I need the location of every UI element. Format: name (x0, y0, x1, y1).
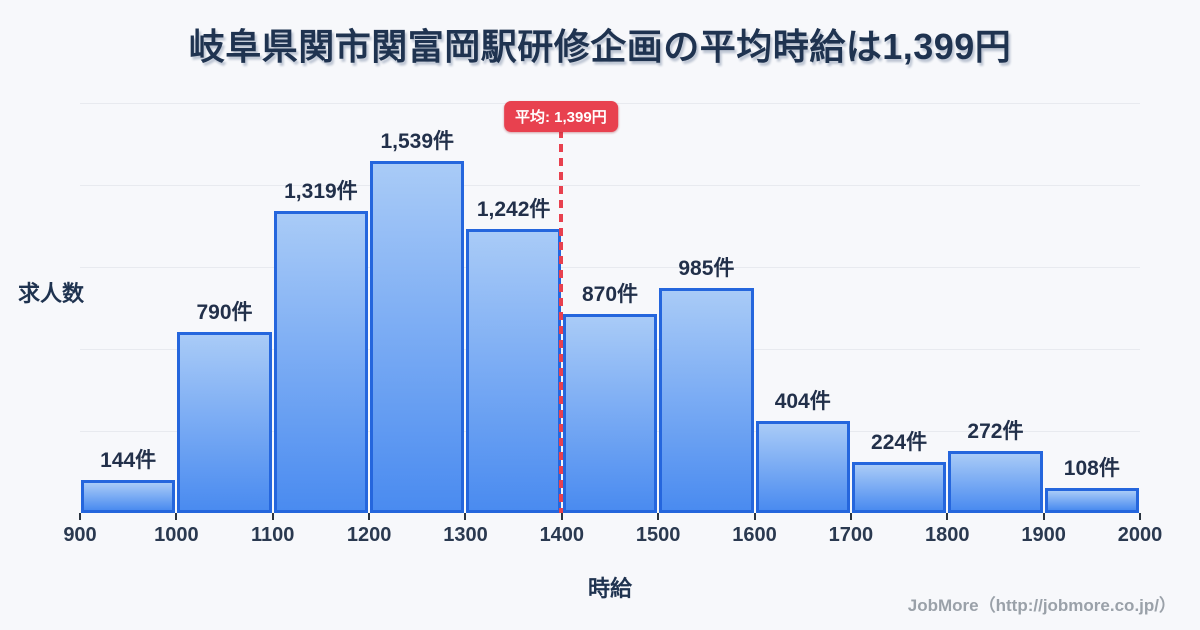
bar-value-label: 985件 (678, 257, 735, 280)
x-axis-tick-label: 1900 (1021, 524, 1066, 546)
x-axis-tick (560, 513, 563, 520)
histogram-bar (562, 314, 658, 513)
x-axis-tick-label: 1000 (154, 524, 199, 546)
histogram-bar (466, 229, 561, 513)
footer-credit: JobMore（http://jobmore.co.jp/） (907, 596, 1176, 615)
bar-value-label: 1,242件 (476, 198, 551, 221)
x-axis-tick (79, 513, 81, 520)
histogram-bar (659, 288, 754, 513)
x-axis-tick-label: 1400 (539, 524, 585, 546)
average-line (558, 130, 563, 513)
histogram-bar (755, 421, 850, 513)
x-axis-tick-label: 2000 (1117, 524, 1163, 546)
x-axis-tick (464, 513, 467, 520)
x-axis-tick-label: 1200 (346, 524, 392, 546)
histogram-bar (177, 332, 272, 513)
histogram-bar (1044, 488, 1139, 513)
y-axis-label: 求人数 (18, 281, 85, 306)
bar-value-label: 224件 (871, 431, 928, 454)
histogram-bar (948, 451, 1043, 513)
bar-value-label: 108件 (1063, 457, 1120, 480)
x-axis-tick-label: 900 (63, 524, 97, 546)
x-axis-tick (946, 513, 949, 520)
bar-value-label: 144件 (100, 449, 157, 472)
x-axis-label: 時給 (587, 576, 632, 601)
gridline (80, 185, 1140, 186)
histogram-bar (370, 161, 465, 513)
bar-value-label: 272件 (967, 420, 1024, 443)
x-axis-tick (271, 513, 274, 520)
bar-value-label: 404件 (774, 390, 831, 413)
x-axis-tick-label: 1100 (251, 524, 295, 546)
histogram-bar (273, 211, 369, 513)
bar-value-label: 1,539件 (380, 130, 455, 153)
x-axis-tick (1139, 513, 1141, 520)
x-axis-tick (175, 513, 178, 520)
x-axis-tick (849, 513, 852, 520)
x-axis-tick-label: 1500 (635, 524, 681, 546)
chart-title: 岐阜県関市関富岡駅研修企画の平均時給は1,399円 (188, 26, 1012, 67)
gridline (80, 267, 1140, 268)
histogram-bar (851, 462, 947, 513)
bar-value-label: 790件 (196, 301, 253, 324)
x-axis-tick (753, 513, 756, 520)
bar-value-label: 870件 (581, 283, 639, 306)
x-axis-tick (1042, 513, 1045, 520)
x-axis-tick-label: 1700 (828, 524, 874, 546)
x-axis-tick (657, 513, 660, 520)
x-axis-tick-label: 1800 (925, 524, 970, 546)
bar-value-label: 1,319件 (284, 180, 358, 203)
average-badge: 平均: 1,399円 (503, 101, 618, 132)
x-axis-tick-label: 1600 (732, 524, 777, 546)
x-axis-tick-label: 1300 (443, 524, 488, 546)
x-axis-tick (368, 513, 371, 520)
plot-area: 144件 790件 1,319件 1,539件 1,242件 870件 985件 404件 22… (63, 101, 1162, 546)
histogram-bar (81, 480, 176, 513)
